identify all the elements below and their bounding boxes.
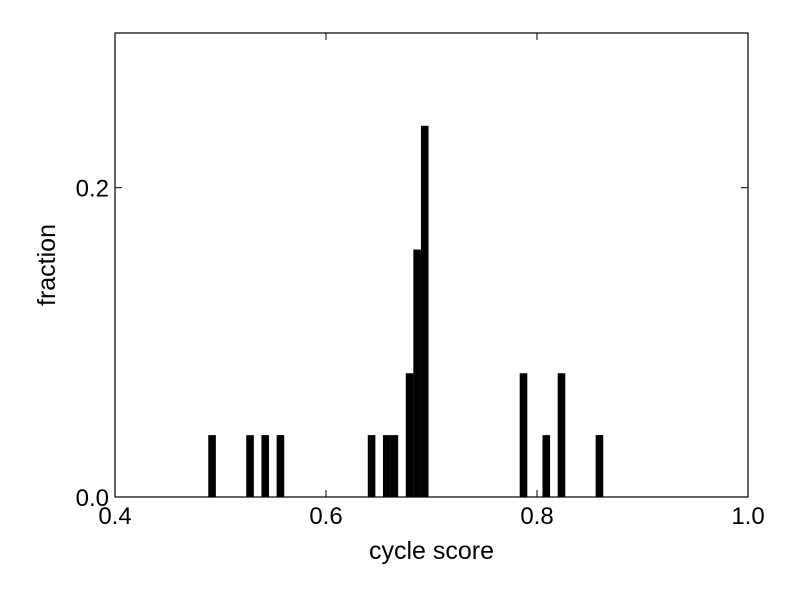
- histogram-bar-11: [519, 373, 528, 497]
- x-axis-label: cycle score: [369, 537, 494, 565]
- x-tick-label: 0.6: [309, 503, 342, 530]
- histogram-bar-13: [557, 373, 566, 497]
- histogram-bar-8: [405, 373, 414, 497]
- y-tick-label: 0.0: [76, 485, 109, 512]
- histogram-bar-6: [382, 435, 391, 497]
- y-tick-label: 0.2: [76, 176, 109, 203]
- histogram-bar-3: [261, 435, 270, 497]
- x-tick-label: 0.8: [520, 503, 553, 530]
- histogram-bar-1: [208, 435, 216, 497]
- y-axis-label: fraction: [33, 224, 61, 306]
- histogram-bar-10: [420, 125, 429, 498]
- plot-frame: [114, 32, 749, 498]
- histogram-bar-12: [542, 435, 551, 497]
- histogram-bar-4: [276, 435, 285, 497]
- bars-layer: [208, 125, 604, 498]
- x-tick-label: 0.4: [98, 503, 131, 530]
- tick-labels-layer: 0.4 0.6 0.8 1.0 0.0 0.2: [76, 176, 765, 530]
- histogram-bar-2: [246, 435, 254, 497]
- histogram-bar-9: [413, 249, 421, 497]
- x-tick-label: 1.0: [731, 503, 764, 530]
- ticks-layer: [114, 33, 749, 498]
- histogram-bar-14: [595, 435, 604, 497]
- histogram-bar-7: [390, 435, 399, 497]
- histogram-bar-5: [367, 435, 376, 497]
